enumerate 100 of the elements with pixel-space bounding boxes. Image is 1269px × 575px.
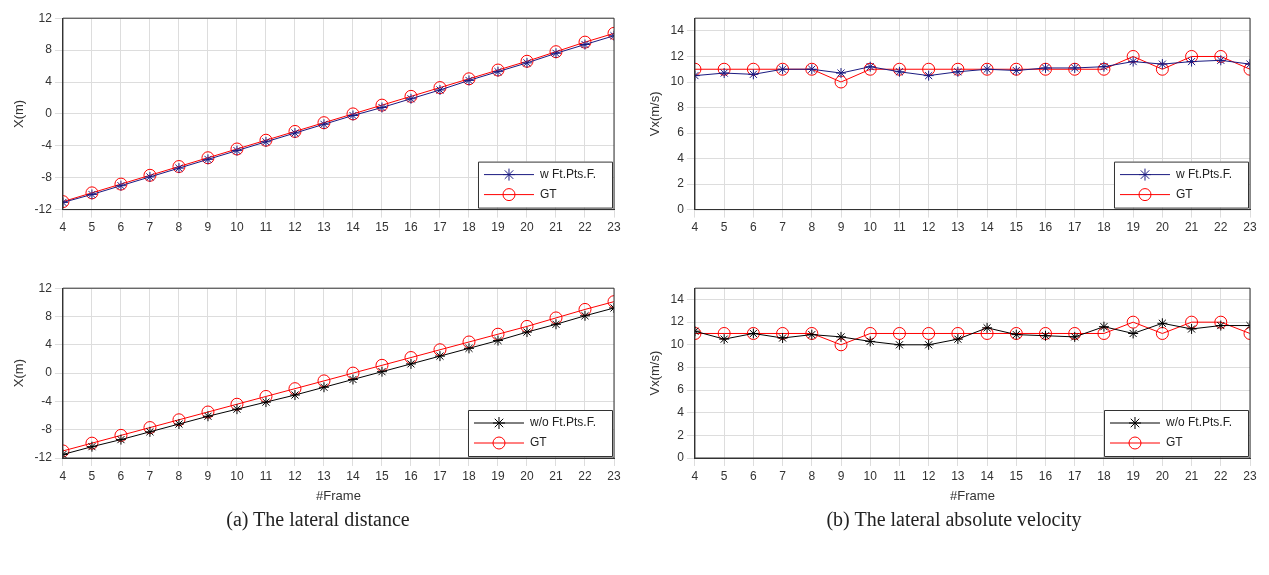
x-tick-label: 7 [779, 220, 787, 235]
y-tick-label: -4 [41, 393, 53, 408]
x-tick-label: 11 [259, 220, 273, 235]
x-tick-label: 23 [1243, 220, 1257, 235]
point [579, 310, 591, 322]
legend-label: w Ft.Pts.F. [1175, 166, 1233, 181]
y-tick-label: -8 [41, 170, 53, 185]
y-tick-label: 6 [677, 125, 685, 140]
x-tick-label: 16 [404, 220, 418, 235]
x-tick-label: 4 [691, 468, 699, 483]
point [404, 89, 418, 103]
x-tick-label: 23 [607, 468, 621, 483]
point [747, 68, 759, 80]
point [115, 434, 127, 446]
point [114, 428, 128, 442]
point [1126, 49, 1140, 63]
y-tick-label: 14 [670, 291, 685, 306]
point [491, 327, 505, 341]
x-tick-label: 10 [230, 220, 244, 235]
x-tick-label: 18 [1097, 468, 1111, 483]
y-axis-title: X(m) [11, 99, 27, 128]
x-tick-label: 4 [691, 220, 699, 235]
x-tick-label: 11 [893, 220, 906, 235]
point [1186, 323, 1198, 335]
x-tick-label: 15 [1009, 468, 1024, 483]
legend-label: GT [529, 435, 548, 450]
x-tick-label: 10 [863, 220, 878, 235]
x-tick-label: 11 [259, 468, 273, 483]
point [1156, 317, 1168, 329]
point [893, 339, 905, 351]
point [1155, 62, 1169, 76]
y-tick-label: 4 [677, 405, 685, 420]
x-tick-label: 16 [404, 468, 418, 483]
y-tick-label: 8 [45, 42, 53, 57]
x-tick-label: 21 [549, 220, 563, 235]
point [318, 381, 330, 393]
point [951, 62, 965, 76]
x-tick-label: 14 [346, 220, 360, 235]
x-tick-label: 8 [175, 220, 183, 235]
x-tick-label: 12 [288, 468, 302, 483]
x-tick-label: 8 [808, 468, 816, 483]
point [1097, 326, 1111, 340]
text: (b) The lateral absolute velocity [825, 508, 1083, 531]
x-tick-label: 4 [59, 220, 67, 235]
point [893, 66, 905, 78]
x-tick-label: 15 [1009, 220, 1024, 235]
point [952, 66, 964, 78]
x-tick-label: 17 [1068, 468, 1082, 483]
y-tick-label: -8 [41, 422, 53, 437]
x-tick-label: 19 [491, 468, 505, 483]
point [1069, 331, 1081, 343]
x-tick-label: 23 [607, 220, 621, 235]
point [923, 339, 935, 351]
legend-label: GT [1176, 186, 1194, 201]
y-axis-title: X(m) [11, 359, 27, 388]
point [143, 421, 157, 435]
x-tick-label: 21 [1184, 468, 1199, 483]
y-tick-label: 12 [670, 314, 685, 329]
x-tick-label: 19 [1126, 220, 1141, 235]
x-tick-label: 10 [230, 468, 244, 483]
legend-label: w Ft.Pts.F. [539, 166, 597, 181]
legend-label: GT [1165, 435, 1184, 450]
point [376, 366, 388, 378]
y-tick-label: 4 [45, 337, 53, 352]
x-tick-label: 5 [720, 220, 728, 235]
y-tick-label: 10 [670, 337, 685, 352]
point [521, 326, 533, 338]
point [892, 326, 906, 340]
point [405, 358, 417, 370]
point [347, 373, 359, 385]
point [317, 374, 331, 388]
y-tick-label: 12 [38, 280, 53, 295]
y-tick-label: 4 [677, 150, 685, 165]
point [1215, 54, 1227, 66]
x-tick-label: 6 [117, 220, 125, 235]
point [376, 102, 388, 114]
x-tick-label: 13 [951, 468, 965, 483]
point [260, 396, 272, 408]
legend-label: w/o Ft.Pts.F. [528, 415, 596, 430]
point [1156, 58, 1168, 70]
point [549, 311, 563, 325]
x-tick-label: 14 [980, 468, 995, 483]
point [86, 441, 98, 453]
point [864, 335, 876, 347]
point [578, 302, 592, 316]
x-tick-label: 4 [59, 468, 67, 483]
x-tick-label: 21 [1184, 220, 1199, 235]
x-tick-label: 7 [146, 468, 154, 483]
point [1127, 327, 1139, 339]
point [463, 342, 475, 354]
x-tick-label: 6 [750, 220, 758, 235]
point [1098, 321, 1110, 333]
point [1126, 315, 1140, 329]
point [923, 70, 935, 82]
point [375, 358, 389, 372]
point [201, 405, 215, 419]
point [202, 410, 214, 422]
point [375, 98, 389, 112]
y-tick-label: 10 [670, 74, 685, 89]
y-tick-label: 0 [677, 450, 685, 465]
